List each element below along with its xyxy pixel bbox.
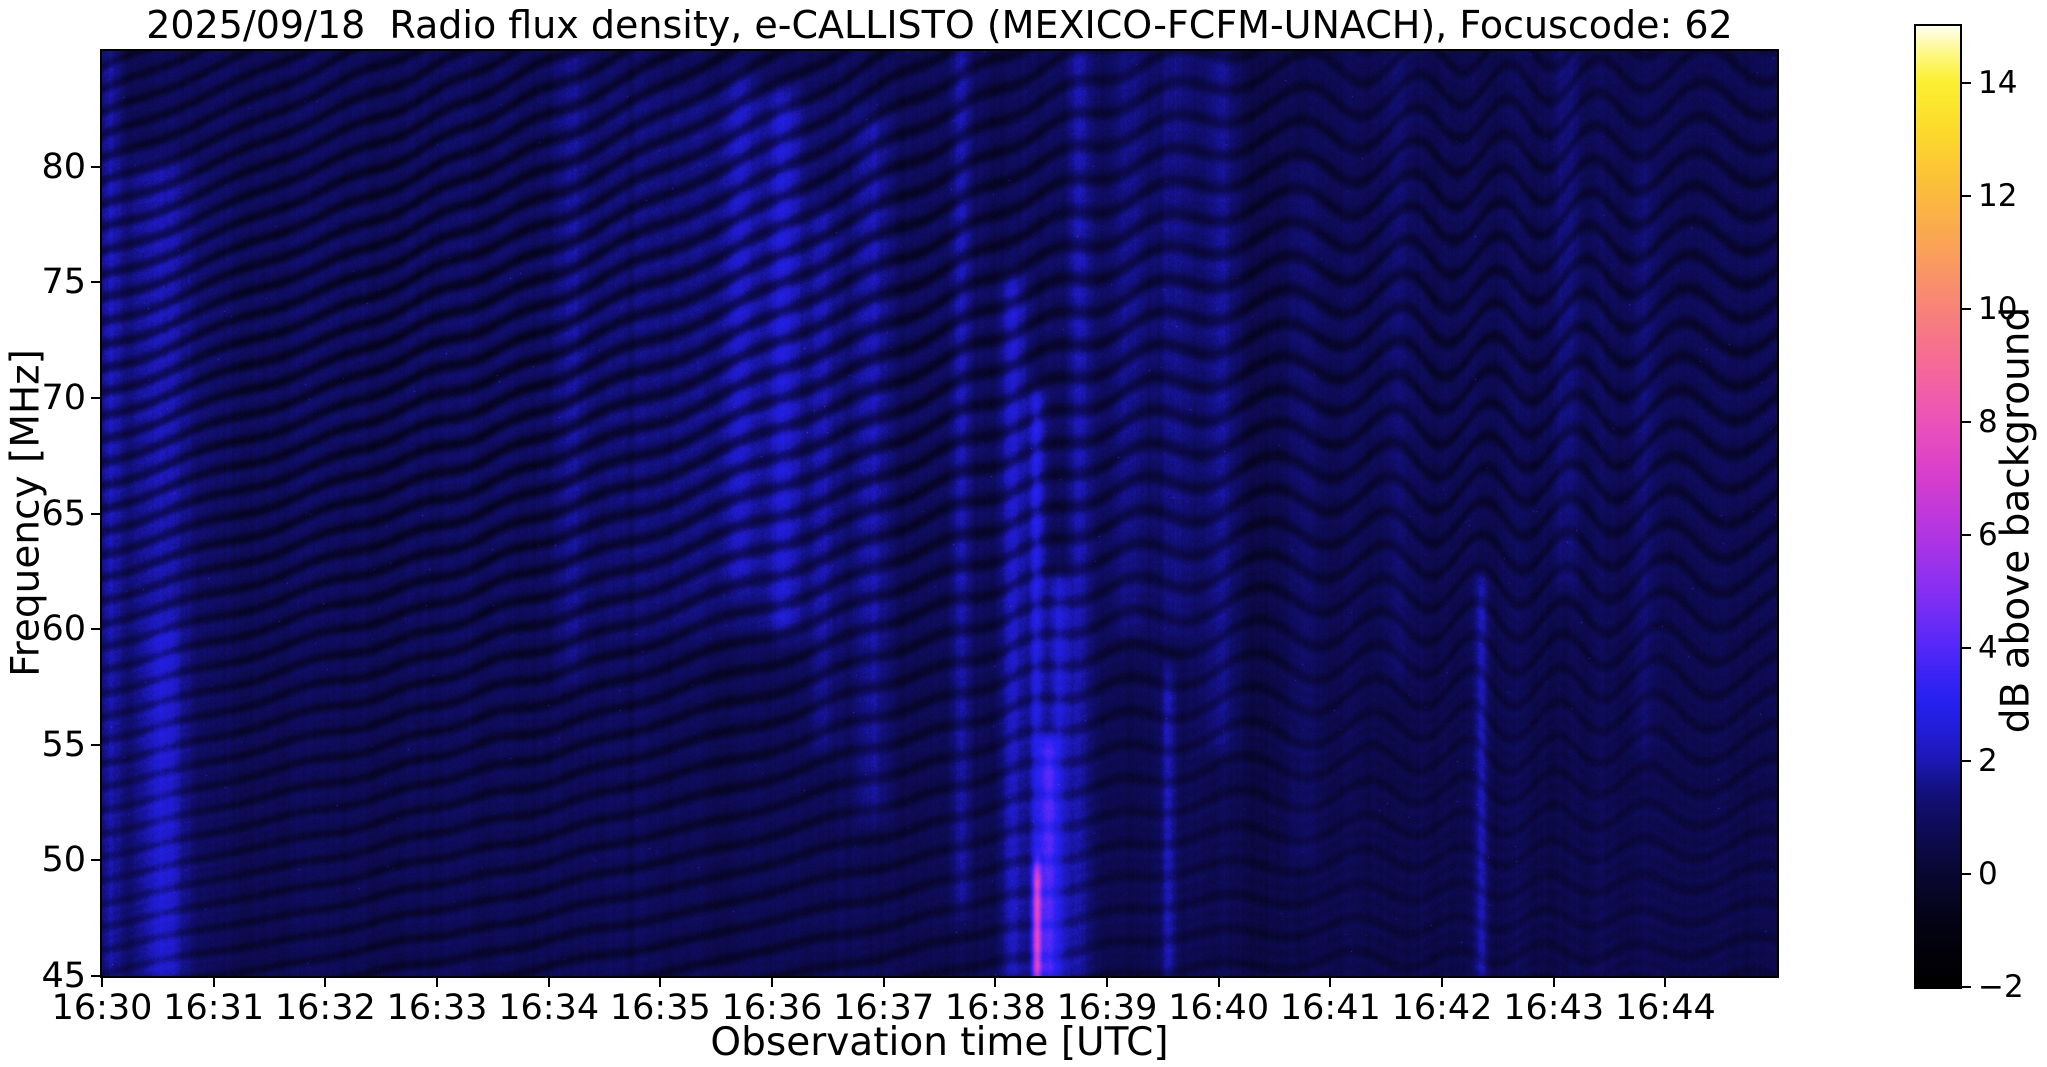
x-tick-label: 16:40 (1168, 988, 1270, 1028)
x-tick-label: 16:36 (721, 988, 823, 1028)
y-tick-label: 75 (41, 262, 86, 303)
plot-area (100, 49, 1779, 978)
x-tick-label: 16:39 (1056, 988, 1158, 1028)
x-tick-label: 16:41 (1279, 988, 1381, 1028)
colorbar-tick-label: −2 (1978, 969, 2024, 1005)
colorbar (1914, 24, 1962, 989)
x-tick-mark (212, 978, 215, 987)
y-tick-label: 80 (41, 146, 86, 187)
y-tick-label: 55 (41, 724, 86, 765)
colorbar-tick-label: 12 (1978, 177, 2018, 214)
x-tick-label: 16:34 (498, 988, 600, 1028)
colorbar-tick-label: 8 (1978, 403, 1998, 440)
y-tick-label: 50 (41, 840, 86, 881)
x-tick-mark (324, 978, 327, 987)
colorbar-tick-mark (1962, 194, 1971, 197)
x-tick-mark (882, 978, 885, 987)
x-tick-mark (547, 978, 550, 987)
y-tick-label: 60 (41, 609, 86, 650)
y-tick-label: 45 (41, 956, 86, 996)
colorbar-tick-label: 14 (1978, 64, 2018, 101)
y-tick-mark (91, 281, 100, 284)
x-tick-mark (101, 978, 103, 987)
y-tick-mark (91, 396, 100, 399)
chart-title: 2025/09/18 Radio flux density, e-CALLIST… (146, 3, 1733, 47)
colorbar-tick-label: 6 (1978, 516, 1998, 553)
y-tick-mark (91, 859, 100, 862)
x-tick-mark (1106, 978, 1108, 987)
colorbar-tick-label: 4 (1978, 629, 1998, 666)
x-tick-label: 16:35 (609, 988, 711, 1028)
y-tick-mark (91, 512, 100, 515)
x-tick-label: 16:42 (1391, 988, 1493, 1028)
x-tick-mark (436, 978, 438, 987)
y-tick-mark (91, 975, 100, 977)
colorbar-tick-label: 2 (1978, 742, 1998, 779)
x-tick-label: 16:43 (1503, 988, 1605, 1028)
y-tick-mark (91, 628, 100, 631)
x-axis-label: Observation time [UTC] (710, 1020, 1169, 1065)
x-tick-mark (1217, 978, 1220, 987)
colorbar-tick-mark (1962, 81, 1971, 84)
x-tick-mark (771, 978, 773, 987)
x-tick-mark (1441, 978, 1443, 987)
x-tick-label: 16:38 (944, 988, 1046, 1028)
spectrogram-heatmap (102, 51, 1777, 976)
x-tick-label: 16:33 (386, 988, 488, 1028)
x-tick-mark (994, 978, 997, 987)
colorbar-tick-mark (1962, 646, 1971, 649)
y-tick-mark (91, 165, 100, 168)
y-tick-label: 65 (41, 493, 86, 534)
colorbar-tick-mark (1962, 986, 1971, 988)
x-tick-mark (1329, 978, 1332, 987)
x-tick-label: 16:31 (163, 988, 265, 1028)
x-tick-mark (1552, 978, 1555, 987)
colorbar-tick-mark (1962, 420, 1971, 423)
x-tick-label: 16:44 (1614, 988, 1716, 1028)
colorbar-tick-mark (1962, 872, 1971, 875)
x-tick-label: 16:32 (274, 988, 376, 1028)
y-tick-mark (91, 743, 100, 746)
x-tick-mark (1664, 978, 1667, 987)
x-tick-label: 16:30 (51, 988, 153, 1028)
colorbar-tick-mark (1962, 307, 1971, 310)
colorbar-gradient (1916, 26, 1960, 987)
y-tick-label: 70 (41, 377, 86, 418)
x-tick-mark (659, 978, 662, 987)
x-tick-label: 16:37 (833, 988, 935, 1028)
colorbar-tick-label: 0 (1978, 855, 1998, 892)
colorbar-tick-mark (1962, 533, 1971, 536)
colorbar-tick-label: 10 (1978, 290, 2018, 327)
colorbar-tick-mark (1962, 759, 1971, 762)
